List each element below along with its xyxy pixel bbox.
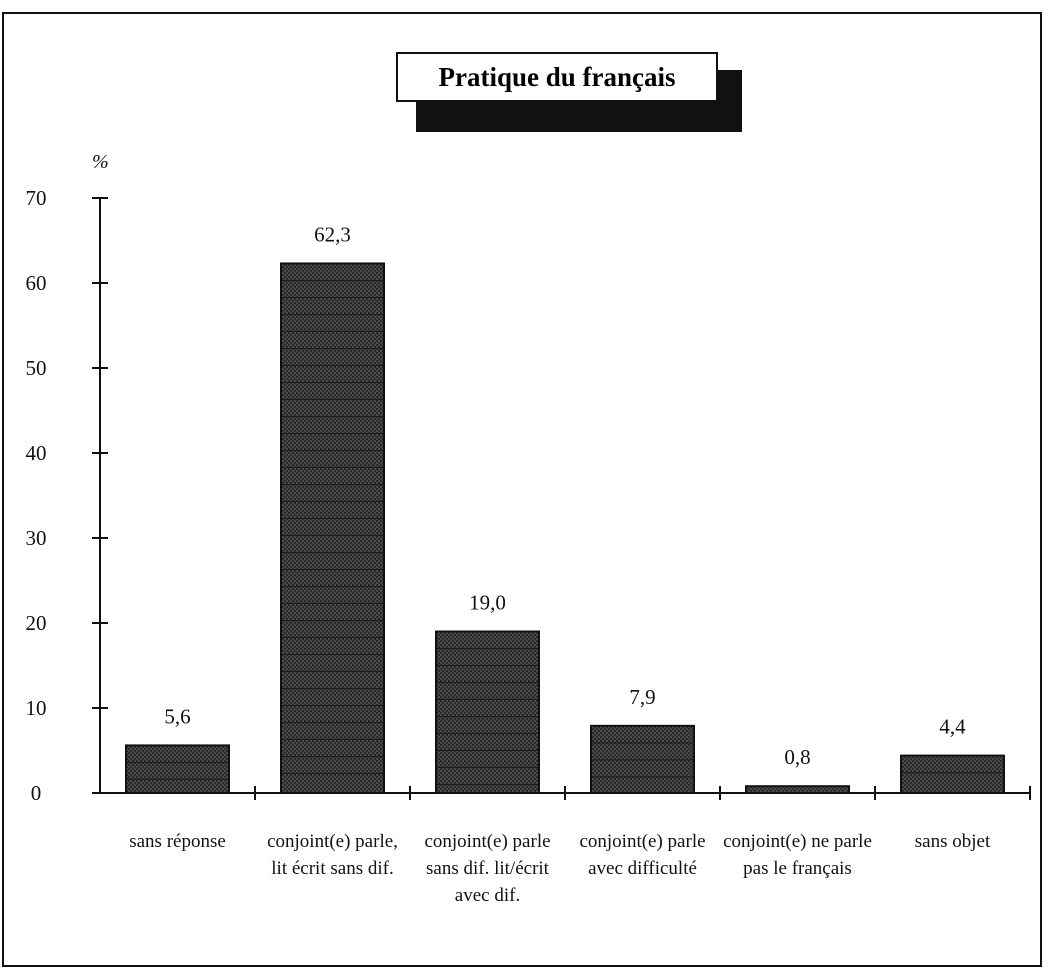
y-tick-label: 40 bbox=[26, 441, 47, 465]
category-label: conjoint(e) ne parle pas le français bbox=[723, 831, 872, 879]
data-label: 0,8 bbox=[784, 745, 810, 769]
data-label: 19,0 bbox=[469, 591, 506, 615]
y-tick-label: 70 bbox=[26, 186, 47, 210]
y-tick-label: 30 bbox=[26, 526, 47, 550]
data-label: 5,6 bbox=[164, 704, 190, 728]
y-tick-label: 10 bbox=[26, 696, 47, 720]
bar bbox=[125, 744, 230, 795]
chart-title: Pratique du français bbox=[396, 52, 718, 102]
y-tick-label: 20 bbox=[26, 611, 47, 635]
y-tick-label: 50 bbox=[26, 356, 47, 380]
y-tick-label: 0 bbox=[31, 781, 42, 805]
category-label: sans objet bbox=[914, 831, 991, 852]
category-label: conjoint(e) parle sans dif. lit/écrit av… bbox=[424, 831, 551, 906]
y-axis-unit: % bbox=[92, 151, 109, 173]
bar bbox=[435, 630, 540, 794]
category-label: conjoint(e) parle, lit écrit sans dif. bbox=[267, 831, 398, 879]
bar bbox=[745, 785, 850, 795]
bar bbox=[900, 754, 1005, 794]
chart-frame bbox=[2, 12, 1042, 967]
bar bbox=[280, 262, 385, 794]
data-label: 7,9 bbox=[629, 685, 655, 709]
data-label: 62,3 bbox=[314, 222, 351, 246]
category-label: sans réponse bbox=[129, 831, 226, 852]
data-label: 4,4 bbox=[939, 715, 966, 739]
y-tick-label: 60 bbox=[26, 271, 47, 295]
category-label: conjoint(e) parle avec difficulté bbox=[579, 831, 706, 879]
